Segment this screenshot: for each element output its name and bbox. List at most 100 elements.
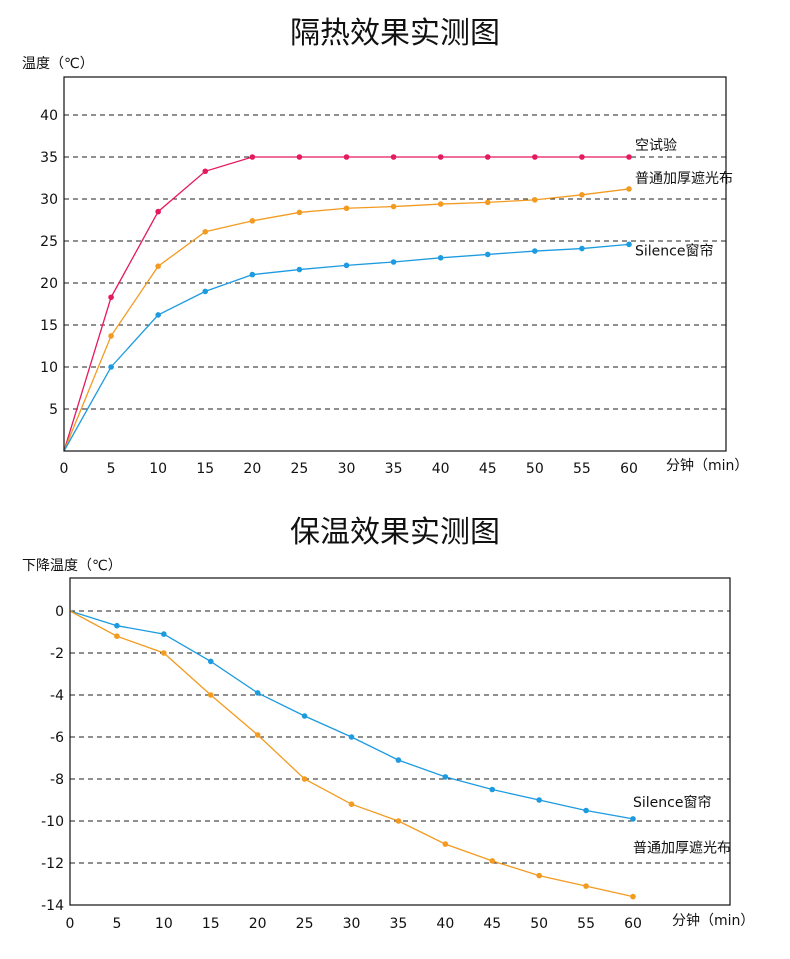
insulation-data-point: [296, 154, 303, 160]
insulation-data-point: [390, 203, 397, 210]
insulation-y-tick-label: 5: [49, 402, 58, 418]
insulation-x-tick-label: 50: [526, 461, 544, 477]
insulation-data-point: [343, 154, 350, 160]
retention-y-tick-label: -10: [41, 814, 64, 830]
insulation-origin-label: 0: [60, 461, 69, 477]
insulation-series-line: [63, 243, 630, 452]
insulation-data-point: [532, 248, 538, 254]
insulation-data-point: [296, 209, 303, 216]
retention-data-point: [254, 732, 261, 738]
retention-data-point: [442, 841, 449, 847]
insulation-data-point: [579, 245, 585, 252]
insulation-x-axis-label: 分钟（min）: [666, 457, 748, 474]
insulation-series-label: 普通加厚遮光布: [635, 171, 733, 187]
retention-x-tick-label: 55: [577, 916, 595, 932]
retention-x-tick-label: 25: [296, 916, 314, 932]
insulation-data-point: [343, 262, 350, 269]
retention-chart: 保温效果实测图 下降温度（℃） 0 -2 -4 -6 -8 -10 -12 -14 0 5 10 1…: [22, 515, 754, 932]
insulation-data-point: [437, 201, 444, 207]
insulation-data-point: [155, 208, 161, 215]
insulation-data-point: [484, 199, 491, 206]
retention-gridlines: [70, 610, 730, 864]
insulation-y-tick-label: 10: [40, 360, 58, 376]
retention-x-tick-label: 20: [249, 916, 267, 932]
insulation-series-label: 空试验: [635, 138, 677, 154]
insulation-y-tick-label: 20: [40, 276, 58, 292]
insulation-x-tick-label: 40: [432, 461, 450, 477]
insulation-data-point: [532, 154, 538, 160]
retention-x-tick-label: 45: [483, 916, 501, 932]
insulation-x-tick-label: 55: [573, 461, 591, 477]
retention-y-tick-label: 0: [55, 604, 64, 620]
retention-data-point: [207, 692, 214, 698]
insulation-x-tick-label: 15: [196, 461, 214, 477]
retention-y-axis-label: 下降温度（℃）: [22, 558, 122, 574]
retention-x-tick-label: 10: [155, 916, 173, 932]
insulation-data-point: [296, 266, 303, 273]
retention-data-point: [254, 690, 261, 696]
retention-data-point: [348, 734, 355, 740]
insulation-data-point: [579, 154, 585, 160]
retention-x-axis-label: 分钟（min）: [672, 912, 754, 929]
insulation-data-point: [108, 294, 114, 301]
retention-x-tick-label: 50: [530, 916, 548, 932]
retention-series-line: [69, 610, 634, 898]
insulation-data-point: [202, 228, 209, 235]
insulation-data-point: [579, 192, 585, 198]
insulation-x-ticks: 5 10 15 20 25 30 35 40 45 50 55 60: [107, 461, 638, 477]
insulation-data-point: [532, 197, 538, 203]
retention-y-tick-label: -2: [50, 646, 64, 662]
retention-data-point: [489, 858, 496, 864]
insulation-x-tick-label: 5: [107, 461, 116, 477]
retention-y-tick-label: -6: [50, 730, 64, 746]
insulation-x-tick-label: 25: [291, 461, 309, 477]
insulation-plot-frame: [63, 76, 727, 452]
retention-series: [69, 610, 636, 900]
retention-y-tick-label: -12: [41, 856, 64, 872]
retention-data-point: [630, 893, 636, 900]
insulation-x-tick-label: 10: [149, 461, 167, 477]
insulation-data-point: [249, 154, 256, 160]
insulation-data-point: [437, 154, 444, 160]
retention-data-point: [489, 786, 496, 793]
insulation-chart-title: 隔热效果实测图: [290, 16, 500, 51]
insulation-series-label: Silence窗帘: [635, 242, 713, 259]
retention-data-point: [348, 801, 355, 807]
insulation-data-point: [343, 205, 350, 212]
insulation-y-tick-label: 25: [40, 234, 58, 250]
insulation-y-tick-label: 35: [40, 150, 58, 166]
insulation-data-point: [484, 251, 491, 258]
insulation-data-point: [202, 168, 209, 175]
insulation-data-point: [437, 254, 444, 261]
retention-series-label: Silence窗帘: [633, 794, 711, 811]
retention-data-point: [536, 872, 542, 879]
insulation-data-point: [249, 271, 256, 278]
insulation-series-line: [63, 156, 629, 452]
retention-data-point: [301, 776, 308, 782]
insulation-data-point: [390, 259, 397, 265]
retention-data-point: [114, 633, 120, 639]
retention-data-point: [395, 818, 402, 824]
retention-data-point: [161, 631, 167, 637]
retention-x-tick-label: 5: [112, 916, 121, 932]
retention-chart-title: 保温效果实测图: [290, 515, 500, 550]
retention-y-tick-label: -4: [50, 688, 64, 704]
retention-series-line: [69, 610, 634, 820]
insulation-data-point: [202, 288, 209, 295]
insulation-x-tick-label: 60: [620, 461, 638, 477]
insulation-data-point: [249, 218, 256, 224]
insulation-data-point: [155, 312, 161, 318]
retention-data-point: [301, 713, 308, 719]
retention-y-tick-label: -14: [41, 898, 64, 914]
insulation-series: [63, 154, 632, 452]
retention-x-tick-label: 15: [202, 916, 220, 932]
insulation-data-point: [626, 241, 632, 248]
retention-data-point: [536, 797, 542, 803]
insulation-y-tick-label: 15: [40, 318, 58, 334]
retention-data-point: [161, 650, 167, 656]
retention-data-point: [442, 774, 449, 780]
retention-y-tick-label: -8: [50, 772, 64, 788]
